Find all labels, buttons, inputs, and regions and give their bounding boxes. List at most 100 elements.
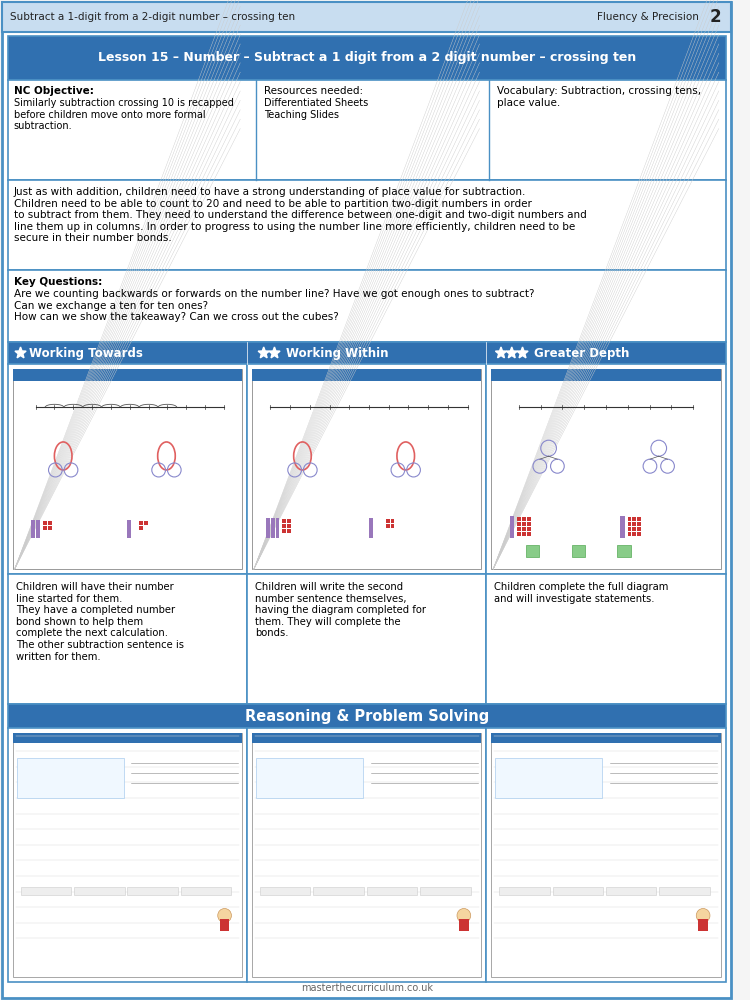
Bar: [659, 887, 710, 895]
Text: Are we counting backwards or forwards on the number line? Have we got enough one: Are we counting backwards or forwards on…: [13, 289, 534, 322]
Bar: [491, 369, 721, 569]
Bar: [282, 519, 286, 523]
Bar: [638, 522, 641, 526]
Bar: [260, 887, 310, 895]
Text: 2: 2: [710, 8, 722, 26]
Bar: [572, 545, 585, 557]
Polygon shape: [496, 347, 506, 358]
Bar: [20, 887, 71, 895]
Bar: [486, 364, 725, 574]
Bar: [369, 518, 373, 538]
Bar: [459, 919, 469, 931]
Bar: [491, 733, 721, 977]
Text: Key Questions:: Key Questions:: [13, 277, 102, 287]
Bar: [518, 522, 521, 526]
Bar: [247, 728, 486, 982]
Bar: [632, 517, 636, 521]
Bar: [632, 527, 636, 531]
Bar: [8, 574, 247, 704]
Bar: [16, 758, 124, 798]
Bar: [8, 36, 725, 80]
Bar: [620, 516, 625, 538]
Text: Resources needed:: Resources needed:: [264, 86, 363, 96]
Bar: [252, 369, 482, 381]
Bar: [8, 270, 725, 342]
Bar: [266, 518, 270, 538]
Text: Working Towards: Working Towards: [29, 347, 143, 360]
Text: Similarly subtraction crossing 10 is recapped
before children move onto more for: Similarly subtraction crossing 10 is rec…: [13, 98, 233, 131]
Bar: [140, 521, 143, 525]
Polygon shape: [258, 347, 269, 358]
Text: Just as with addition, children need to have a strong understanding of place val: Just as with addition, children need to …: [13, 187, 586, 243]
Bar: [628, 527, 632, 531]
Bar: [282, 524, 286, 528]
Bar: [13, 369, 242, 381]
Bar: [247, 574, 486, 704]
Text: Children will write the second
number sentence themselves,
having the diagram co: Children will write the second number se…: [255, 582, 426, 638]
Text: NC Objective:: NC Objective:: [13, 86, 94, 96]
Bar: [698, 919, 708, 931]
Bar: [518, 517, 521, 521]
Bar: [247, 364, 486, 574]
Bar: [8, 342, 725, 364]
Bar: [391, 519, 394, 523]
Bar: [144, 521, 148, 525]
Bar: [271, 518, 274, 538]
Bar: [252, 369, 482, 569]
Bar: [638, 527, 641, 531]
Text: Lesson 15 – Number – Subtract a 1 digit from a 2 digit number – crossing ten: Lesson 15 – Number – Subtract a 1 digit …: [98, 51, 636, 64]
Bar: [527, 517, 531, 521]
Bar: [491, 369, 721, 381]
Bar: [287, 524, 291, 528]
Bar: [48, 526, 52, 530]
Bar: [128, 887, 178, 895]
Bar: [8, 180, 725, 270]
Bar: [522, 532, 526, 536]
Bar: [638, 517, 641, 521]
Bar: [509, 516, 515, 538]
Bar: [252, 733, 482, 977]
Bar: [486, 728, 725, 982]
Bar: [527, 522, 531, 526]
Bar: [31, 520, 35, 538]
Bar: [526, 545, 539, 557]
Bar: [499, 887, 550, 895]
Bar: [314, 887, 364, 895]
Text: Reasoning & Problem Solving: Reasoning & Problem Solving: [244, 708, 489, 724]
Bar: [628, 522, 632, 526]
Circle shape: [457, 909, 471, 923]
Bar: [43, 526, 46, 530]
Bar: [8, 728, 247, 982]
Bar: [48, 521, 52, 525]
Bar: [13, 369, 242, 569]
Bar: [287, 519, 291, 523]
Bar: [386, 519, 389, 523]
Bar: [606, 887, 656, 895]
Text: Working Within: Working Within: [286, 347, 388, 360]
Bar: [282, 529, 286, 533]
Bar: [527, 532, 531, 536]
Bar: [220, 919, 230, 931]
Bar: [128, 520, 131, 538]
Text: Children complete the full diagram
and will investigate statements.: Children complete the full diagram and w…: [494, 582, 668, 604]
Bar: [617, 545, 632, 557]
Text: Vocabulary: Subtraction, crossing tens,
place value.: Vocabulary: Subtraction, crossing tens, …: [496, 86, 701, 108]
Bar: [522, 527, 526, 531]
Text: Greater Depth: Greater Depth: [534, 347, 630, 360]
Bar: [8, 704, 725, 728]
Bar: [632, 532, 636, 536]
Bar: [13, 733, 242, 743]
Bar: [628, 517, 632, 521]
Bar: [518, 527, 521, 531]
Text: Subtract a 1-digit from a 2-digit number – crossing ten: Subtract a 1-digit from a 2-digit number…: [10, 12, 295, 22]
Circle shape: [696, 909, 710, 923]
Bar: [486, 574, 725, 704]
Bar: [638, 532, 641, 536]
Text: masterthecurriculum.co.uk: masterthecurriculum.co.uk: [301, 983, 433, 993]
Bar: [367, 887, 417, 895]
Bar: [74, 887, 124, 895]
Bar: [275, 518, 280, 538]
Bar: [13, 733, 242, 977]
Polygon shape: [506, 347, 518, 358]
Bar: [495, 758, 602, 798]
